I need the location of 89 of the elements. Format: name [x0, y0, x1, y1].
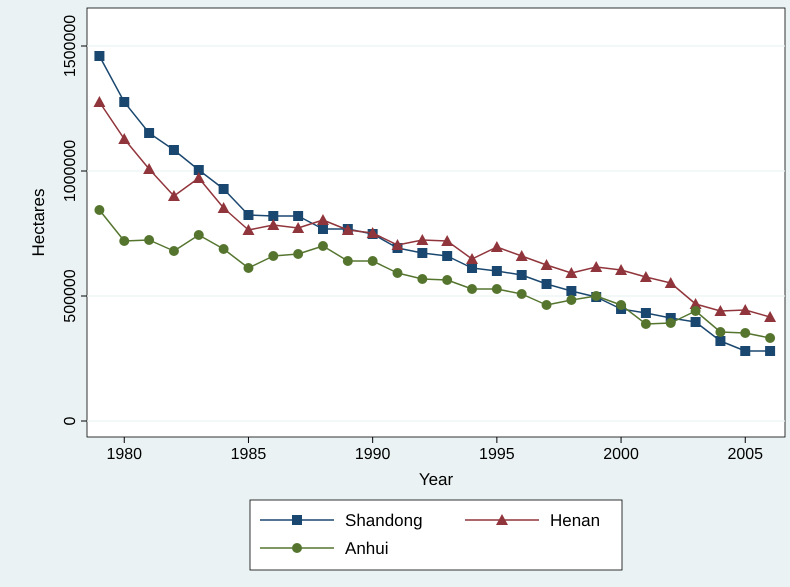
point [666, 318, 676, 328]
point [119, 97, 130, 107]
legend-label: Henan [550, 511, 600, 530]
point [715, 336, 726, 346]
point [143, 163, 156, 174]
point [715, 327, 726, 337]
point [714, 305, 726, 316]
point [293, 211, 304, 221]
point [739, 304, 752, 315]
point [368, 256, 378, 266]
point [242, 224, 254, 235]
point [316, 214, 329, 225]
point [168, 246, 179, 256]
x-tick-label: 1990 [354, 446, 391, 463]
point [243, 263, 254, 273]
point [516, 289, 527, 299]
point [540, 259, 553, 270]
point [740, 328, 750, 338]
point [119, 236, 130, 246]
point [417, 274, 428, 284]
point [168, 190, 180, 201]
point [566, 295, 576, 305]
point [93, 96, 106, 107]
y-tick-label: 1500000 [62, 14, 79, 78]
point [490, 241, 503, 252]
point [94, 51, 104, 61]
point [765, 346, 776, 356]
point [318, 241, 328, 251]
point [392, 268, 402, 278]
point [542, 279, 552, 289]
point [740, 346, 750, 356]
point [466, 253, 478, 264]
point [194, 165, 204, 175]
point [492, 266, 502, 276]
point [118, 133, 130, 144]
y-tick-label: 500000 [62, 269, 79, 323]
point [467, 284, 478, 294]
point [442, 251, 452, 261]
x-tick-label: 2005 [727, 446, 764, 463]
point [144, 235, 154, 245]
point [664, 277, 677, 288]
point [441, 235, 454, 246]
y-tick-label: 1000000 [62, 140, 79, 202]
point [565, 267, 578, 278]
point [318, 224, 328, 234]
point [194, 230, 204, 240]
point [615, 264, 628, 275]
point [640, 271, 652, 282]
point [764, 311, 776, 322]
point [144, 128, 154, 138]
point [640, 308, 651, 318]
point [442, 275, 452, 285]
point [168, 145, 179, 155]
point [416, 234, 428, 245]
point [417, 248, 428, 258]
point [690, 317, 701, 327]
point [292, 222, 304, 233]
point [94, 205, 104, 215]
point [192, 172, 205, 183]
point [690, 306, 701, 316]
point [616, 300, 626, 310]
point [590, 261, 602, 272]
x-axis-title: Year [418, 470, 454, 489]
x-tick-label: 1980 [106, 446, 142, 463]
point [765, 333, 776, 343]
point [293, 249, 304, 259]
y-axis-title: Hectares [29, 188, 48, 257]
legend-label: Anhui [345, 539, 388, 558]
point [218, 184, 229, 194]
point [392, 239, 404, 250]
x-tick-label: 1995 [479, 446, 515, 463]
point [218, 202, 230, 213]
y-tick-label: 0 [62, 416, 79, 426]
legend-label: Shandong [345, 511, 423, 530]
point [640, 319, 651, 329]
point [492, 284, 502, 294]
point [268, 251, 278, 261]
point [542, 300, 552, 310]
x-tick-label: 1985 [230, 446, 266, 463]
point [516, 250, 528, 261]
point [342, 256, 353, 266]
point [268, 211, 278, 221]
point [566, 286, 576, 296]
point [516, 270, 527, 280]
point [467, 263, 478, 273]
point [218, 244, 229, 254]
point [267, 219, 280, 230]
x-tick-label: 2000 [603, 446, 639, 463]
point [243, 210, 254, 220]
